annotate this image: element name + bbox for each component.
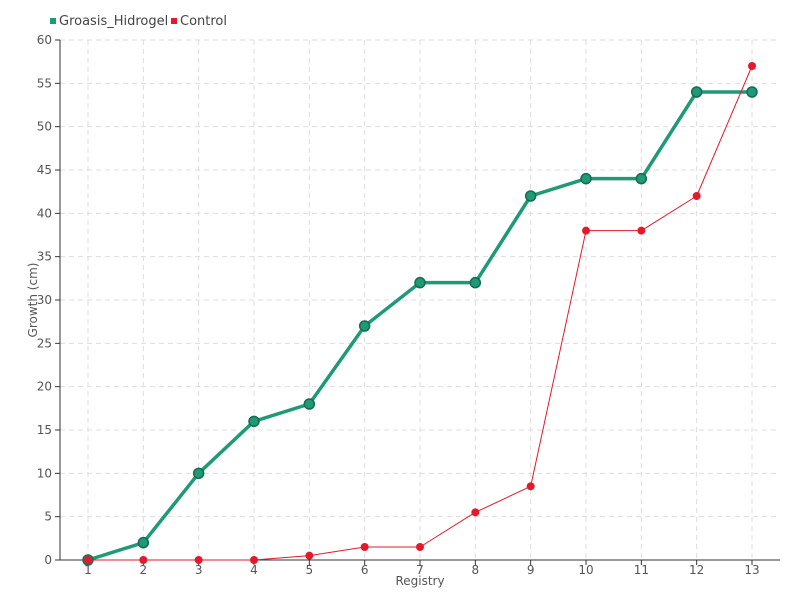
- x-tick-label: 4: [250, 563, 258, 577]
- legend-swatch-control: [171, 18, 177, 24]
- y-axis-title: Growth (cm): [26, 263, 40, 338]
- x-tick-label: 3: [195, 563, 203, 577]
- x-tick-label: 1: [84, 563, 92, 577]
- legend-label-control: Control: [180, 14, 227, 29]
- x-tick-label: 6: [361, 563, 369, 577]
- y-tick-label: 60: [37, 33, 52, 47]
- point-groasis-hidrogel: [635, 172, 648, 185]
- x-tick-label: 13: [744, 563, 759, 577]
- point-control: [471, 508, 480, 517]
- point-groasis-hidrogel: [358, 320, 371, 332]
- point-groasis-hidrogel: [137, 536, 150, 549]
- series-layer: [82, 62, 758, 566]
- y-tick-label: 30: [37, 293, 52, 307]
- y-tick-label: 40: [37, 206, 52, 220]
- point-groasis-hidrogel: [192, 467, 205, 480]
- x-tick-label: 9: [527, 563, 535, 577]
- point-control: [416, 543, 424, 551]
- point-control: [194, 556, 203, 564]
- point-control: [84, 556, 92, 564]
- y-tick-label: 20: [37, 380, 52, 394]
- x-tick-label: 10: [578, 563, 593, 577]
- x-tick-label: 5: [306, 563, 314, 577]
- series-line-groasis-hidrogel: [87, 90, 752, 562]
- y-tick-label: 15: [37, 423, 52, 437]
- legend-swatch-groasis-hidrogel: [50, 18, 56, 24]
- x-tick-label: 8: [472, 563, 480, 577]
- y-tick-label: 50: [37, 120, 52, 134]
- x-axis-title: Registry: [395, 574, 444, 588]
- point-groasis-hidrogel: [469, 276, 482, 289]
- y-tick-label: 0: [44, 553, 52, 567]
- y-tick-label: 10: [37, 466, 52, 480]
- legend-label-groasis-hidrogel: Groasis_Hidrogel: [59, 14, 168, 29]
- point-groasis-hidrogel: [414, 276, 426, 289]
- point-groasis-hidrogel: [580, 172, 592, 185]
- point-groasis-hidrogel: [690, 86, 703, 98]
- legend: Groasis_Hidrogel Control: [50, 14, 227, 29]
- y-tick-label: 55: [37, 76, 52, 90]
- point-groasis-hidrogel: [524, 190, 537, 202]
- point-groasis-hidrogel: [746, 86, 758, 98]
- point-control: [526, 482, 535, 491]
- point-control: [250, 556, 258, 564]
- x-tick-label: 11: [634, 563, 649, 577]
- point-groasis-hidrogel: [248, 415, 260, 428]
- y-tick-label: 45: [37, 163, 52, 177]
- grid: [60, 39, 780, 560]
- point-groasis-hidrogel: [303, 398, 316, 410]
- point-control: [139, 556, 148, 564]
- point-control: [360, 543, 369, 551]
- x-tick-label: 7: [416, 563, 424, 577]
- point-control: [582, 226, 590, 235]
- x-tick-label: 2: [140, 563, 148, 577]
- x-tick-label: 12: [689, 563, 704, 577]
- point-control: [305, 551, 314, 560]
- point-control: [637, 226, 646, 235]
- y-tick-label: 25: [37, 336, 52, 350]
- point-control: [692, 192, 701, 200]
- y-tick-label: 5: [44, 510, 52, 524]
- y-tick-label: 35: [37, 250, 52, 264]
- point-control: [748, 62, 756, 70]
